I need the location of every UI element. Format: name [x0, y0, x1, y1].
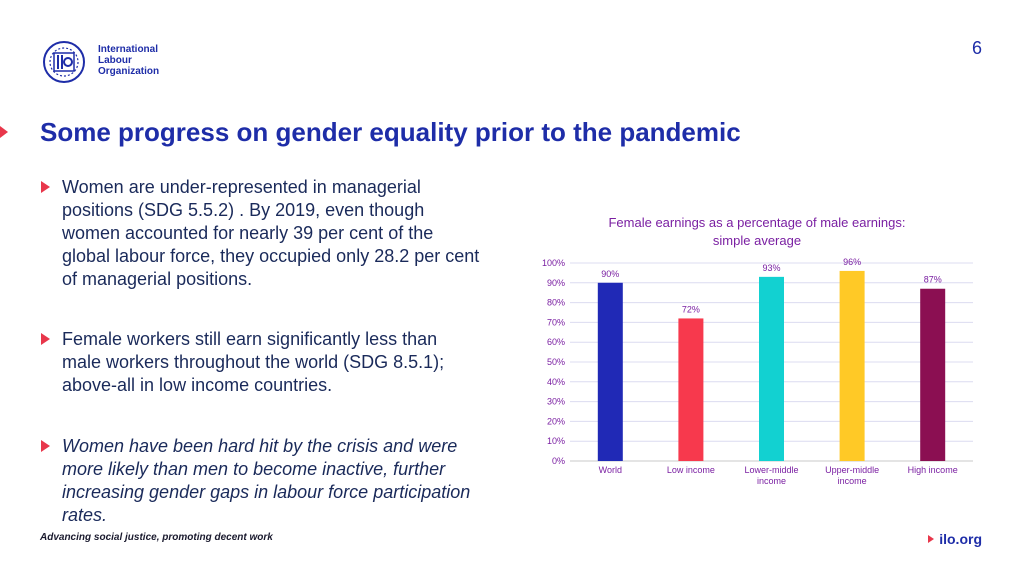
y-tick-label: 30% — [547, 397, 565, 407]
y-tick-label: 20% — [547, 416, 565, 426]
y-tick-label: 90% — [547, 278, 565, 288]
x-tick-label: income — [757, 476, 786, 486]
y-tick-label: 100% — [542, 258, 565, 268]
bullet-text: Women have been hard hit by the crisis a… — [62, 436, 471, 525]
page-title: Some progress on gender equality prior t… — [40, 117, 741, 147]
bullet-text: Female workers still earn significantly … — [62, 329, 445, 395]
bullet-triangle-icon — [41, 333, 50, 345]
x-tick-label: Lower-middle — [744, 465, 798, 475]
page-number: 6 — [971, 38, 982, 58]
data-label: 93% — [762, 263, 780, 273]
data-label: 90% — [601, 269, 619, 279]
chart-title-line: simple average — [713, 233, 801, 248]
site-link[interactable]: ilo.org — [939, 531, 982, 547]
bullet-item: Women have been hard hit by the crisis a… — [40, 435, 480, 527]
footer-site[interactable]: ilo.org — [928, 531, 982, 547]
org-name-line-1: International — [98, 44, 159, 55]
org-name: International Labour Organization — [98, 44, 159, 77]
x-tick-label: High income — [908, 465, 958, 475]
bar-4 — [839, 270, 865, 461]
x-tick-label: World — [599, 465, 622, 475]
y-tick-label: 10% — [547, 436, 565, 446]
y-tick-label: 60% — [547, 337, 565, 347]
bullet-text: Women are under-represented in manageria… — [62, 177, 480, 289]
data-label: 96% — [843, 257, 861, 267]
slide-marker-icon — [0, 126, 8, 138]
site-arrow-icon — [928, 535, 935, 543]
bar-3 — [759, 276, 784, 461]
bullet-triangle-icon — [41, 181, 50, 193]
y-tick-label: 0% — [552, 456, 565, 466]
data-label: 87% — [924, 275, 942, 285]
bar-5 — [920, 288, 946, 461]
ilo-emblem-icon — [43, 41, 85, 83]
y-tick-label: 50% — [547, 357, 565, 367]
earnings-bar-chart: Female earnings as a percentage of male … — [542, 215, 973, 486]
y-tick-label: 80% — [547, 298, 565, 308]
y-tick-label: 70% — [547, 317, 565, 327]
org-name-line-3: Organization — [98, 66, 160, 77]
chart-title-line: Female earnings as a percentage of male … — [608, 215, 905, 230]
bullet-triangle-icon — [41, 440, 50, 452]
x-tick-label: Low income — [667, 465, 715, 475]
bullet-item: Female workers still earn significantly … — [40, 328, 480, 397]
bar-1 — [597, 282, 623, 461]
footer-tagline: Advancing social justice, promoting dece… — [40, 532, 273, 543]
ilo-logo: International Labour Organization — [40, 40, 170, 84]
data-label: 72% — [682, 304, 700, 314]
x-tick-label: income — [838, 476, 867, 486]
bullet-item: Women are under-represented in manageria… — [40, 176, 480, 291]
x-tick-label: Upper-middle — [825, 465, 879, 475]
bar-2 — [678, 318, 704, 461]
org-name-line-2: Labour — [98, 55, 132, 66]
y-tick-label: 40% — [547, 377, 565, 387]
bullet-list: Women are under-represented in manageria… — [40, 176, 480, 527]
